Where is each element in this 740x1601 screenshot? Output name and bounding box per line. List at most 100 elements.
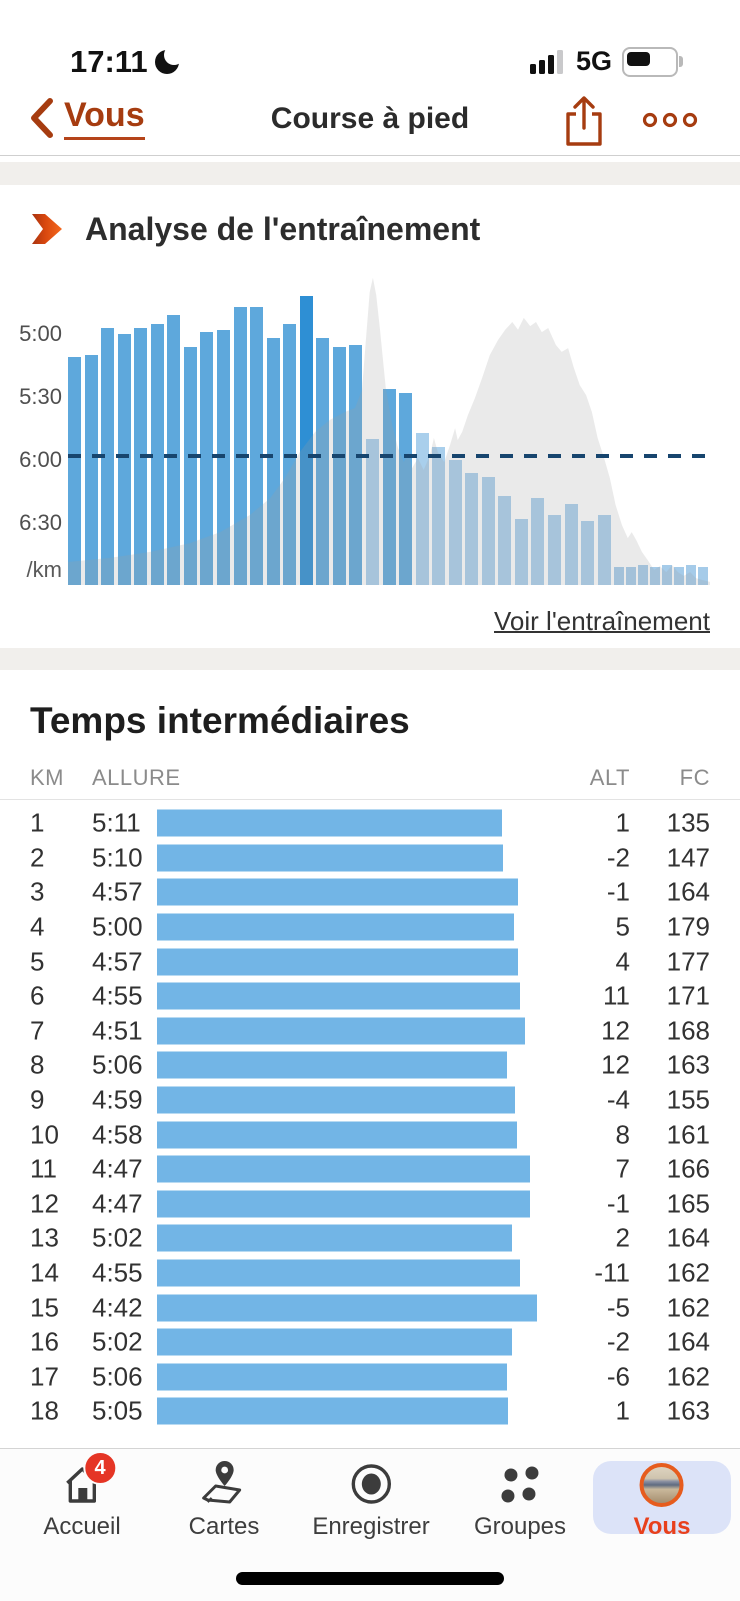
split-pace: 5:06 <box>92 1049 143 1080</box>
split-heartrate: 135 <box>666 807 710 838</box>
splits-section-title: Temps intermédiaires <box>30 700 410 741</box>
status-bar: 17:11 5G <box>0 0 740 88</box>
tab-you[interactable]: Vous <box>633 1459 691 1541</box>
split-elevation: -4 <box>606 1084 630 1115</box>
tab-label: Enregistrer <box>312 1513 430 1540</box>
splits-table: 1 5:11 1 135 2 5:10 -2 147 3 4:57 -1 164… <box>0 806 740 1429</box>
column-header-pace: ALLURE <box>92 765 181 790</box>
pace-bar <box>349 344 363 585</box>
analysis-section-title: Analyse de l'entraînement <box>85 211 481 247</box>
split-km: 13 <box>30 1222 59 1253</box>
table-row: 10 4:58 8 161 <box>0 1117 740 1152</box>
tab-home[interactable]: 4 Accueil <box>43 1451 121 1541</box>
chevron-left-icon <box>31 98 53 138</box>
pace-bar <box>514 518 528 585</box>
split-km: 17 <box>30 1361 59 1392</box>
pace-bar <box>686 565 697 585</box>
table-row: 13 5:02 2 164 <box>0 1221 740 1256</box>
tab-label: Groupes <box>473 1513 567 1540</box>
view-workout-link[interactable]: Voir l'entraînement <box>494 606 710 636</box>
split-pace-bar <box>157 1017 525 1045</box>
y-axis-unit-label: /km <box>26 557 62 582</box>
clock: 17:11 <box>70 44 148 79</box>
split-elevation: 1 <box>615 807 630 838</box>
pace-bar <box>299 296 313 585</box>
table-row: 1 5:11 1 135 <box>0 806 740 841</box>
split-pace-bar <box>157 1121 517 1149</box>
pace-bar <box>68 357 81 585</box>
tab-label: Vous <box>633 1513 691 1540</box>
table-row: 7 4:51 12 168 <box>0 1014 740 1049</box>
split-km: 1 <box>30 807 45 838</box>
pace-bar <box>432 447 446 585</box>
split-heartrate: 165 <box>666 1188 710 1219</box>
table-row: 16 5:02 -2 164 <box>0 1325 740 1360</box>
split-pace-bar <box>157 1086 515 1114</box>
pace-bar <box>167 315 181 585</box>
y-axis-tick: 5:00 <box>19 321 62 346</box>
split-heartrate: 179 <box>666 911 710 942</box>
back-button[interactable]: Vous <box>26 94 145 142</box>
split-elevation: -11 <box>594 1257 630 1288</box>
split-km: 10 <box>30 1119 59 1150</box>
split-elevation: -2 <box>606 842 630 873</box>
pace-bar <box>581 520 595 585</box>
split-elevation: 12 <box>601 1015 630 1046</box>
pace-bar <box>200 331 214 585</box>
split-heartrate: 164 <box>666 1326 710 1357</box>
pace-bar <box>498 495 512 585</box>
tab-maps[interactable]: Cartes <box>189 1459 259 1541</box>
split-pace-bar <box>157 1397 508 1425</box>
split-km: 5 <box>30 946 45 977</box>
y-axis-tick: 6:30 <box>19 510 62 535</box>
pace-bar <box>183 346 197 585</box>
tab-record[interactable]: Enregistrer <box>312 1459 430 1541</box>
pace-bar <box>332 346 346 585</box>
split-pace-bar <box>157 913 514 941</box>
share-button[interactable] <box>560 94 608 150</box>
split-km: 7 <box>30 1015 45 1046</box>
pace-bar <box>638 565 649 585</box>
split-pace: 5:05 <box>92 1395 143 1426</box>
split-pace: 4:47 <box>92 1153 143 1184</box>
split-km: 8 <box>30 1049 45 1080</box>
split-km: 6 <box>30 980 45 1011</box>
split-elevation: 1 <box>615 1395 630 1426</box>
battery-icon <box>622 46 683 77</box>
groups-icon <box>501 1466 539 1503</box>
split-heartrate: 177 <box>666 946 710 977</box>
split-elevation: 7 <box>615 1153 630 1184</box>
table-divider <box>0 799 740 800</box>
split-pace-bar <box>157 1259 520 1287</box>
split-heartrate: 162 <box>666 1292 710 1323</box>
home-indicator[interactable] <box>236 1572 504 1585</box>
split-elevation: 2 <box>615 1222 630 1253</box>
split-pace-bar <box>157 948 518 976</box>
map-icon <box>202 1461 242 1504</box>
split-pace: 4:58 <box>92 1119 143 1150</box>
pace-bar <box>117 334 131 585</box>
split-elevation: 12 <box>601 1049 630 1080</box>
split-pace-bar <box>157 982 520 1010</box>
nav-bar: Vous Course à pied <box>0 88 740 156</box>
split-pace: 4:57 <box>92 876 143 907</box>
network-label: 5G <box>575 46 612 76</box>
split-km: 12 <box>30 1188 59 1219</box>
split-pace: 4:47 <box>92 1188 143 1219</box>
table-row: 15 4:42 -5 162 <box>0 1290 740 1325</box>
split-elevation: -5 <box>606 1292 630 1323</box>
split-pace: 4:42 <box>92 1292 143 1323</box>
split-heartrate: 166 <box>666 1153 710 1184</box>
chart-plot-area <box>68 270 710 585</box>
split-pace-bar <box>157 1190 530 1218</box>
pace-bar <box>662 565 673 585</box>
table-row: 12 4:47 -1 165 <box>0 1187 740 1222</box>
tab-groups[interactable]: Groupes <box>474 1459 566 1541</box>
pace-bar <box>365 439 379 585</box>
y-axis-tick: 5:30 <box>19 384 62 409</box>
pace-bar <box>233 306 247 585</box>
more-options-button[interactable] <box>642 106 698 134</box>
pace-chart[interactable]: 5:00 5:30 6:00 6:30/km <box>0 270 740 585</box>
split-km: 4 <box>30 911 45 942</box>
column-header-km: KM <box>30 765 64 790</box>
